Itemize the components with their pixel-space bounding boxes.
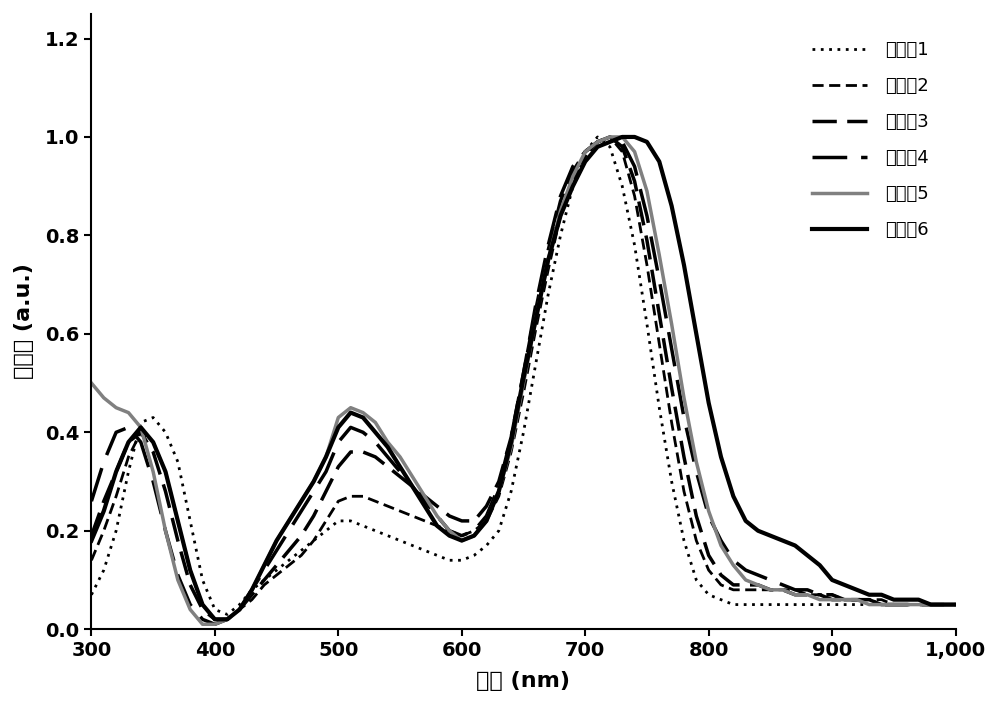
实施例3 bbox=[604, 133, 616, 141]
Line: 实施例1: 实施例1 bbox=[91, 137, 956, 615]
X-axis label: 波长 (nm): 波长 (nm) bbox=[476, 671, 570, 691]
实施例3 bbox=[925, 601, 937, 609]
实施例1 bbox=[888, 601, 900, 609]
实施例2 bbox=[85, 556, 97, 565]
Line: 实施例2: 实施例2 bbox=[91, 137, 956, 620]
实施例6 bbox=[925, 601, 937, 609]
实施例6 bbox=[221, 615, 233, 624]
实施例2 bbox=[517, 388, 529, 397]
实施例5 bbox=[197, 620, 209, 628]
实施例1 bbox=[629, 241, 641, 250]
实施例4 bbox=[209, 620, 221, 628]
Line: 实施例5: 实施例5 bbox=[91, 137, 956, 624]
实施例3 bbox=[110, 467, 122, 476]
实施例4 bbox=[925, 601, 937, 609]
实施例5 bbox=[517, 379, 529, 387]
实施例2 bbox=[110, 492, 122, 501]
实施例6 bbox=[517, 374, 529, 382]
实施例1 bbox=[925, 601, 937, 609]
实施例5 bbox=[925, 601, 937, 609]
Legend: 实施例1, 实施例2, 实施例3, 实施例4, 实施例5, 实施例6: 实施例1, 实施例2, 实施例3, 实施例4, 实施例5, 实施例6 bbox=[794, 23, 947, 257]
实施例4 bbox=[221, 615, 233, 624]
实施例3 bbox=[950, 601, 962, 609]
实施例1 bbox=[221, 611, 233, 619]
实施例3 bbox=[85, 532, 97, 540]
实施例5 bbox=[85, 379, 97, 387]
实施例5 bbox=[221, 615, 233, 624]
实施例4 bbox=[85, 497, 97, 505]
实施例1 bbox=[209, 606, 221, 614]
实施例1 bbox=[592, 133, 604, 141]
实施例2 bbox=[209, 615, 221, 624]
实施例1 bbox=[85, 591, 97, 599]
实施例4 bbox=[629, 162, 641, 171]
实施例2 bbox=[950, 601, 962, 609]
实施例6 bbox=[629, 133, 641, 141]
实施例3 bbox=[517, 369, 529, 377]
实施例4 bbox=[517, 369, 529, 377]
实施例2 bbox=[629, 192, 641, 200]
实施例1 bbox=[110, 527, 122, 535]
实施例4 bbox=[950, 601, 962, 609]
实施例6 bbox=[209, 615, 221, 624]
实施例3 bbox=[888, 601, 900, 609]
实施例6 bbox=[888, 596, 900, 604]
实施例4 bbox=[604, 133, 616, 141]
实施例6 bbox=[110, 467, 122, 476]
Y-axis label: 吸收度 (a.u.): 吸收度 (a.u.) bbox=[14, 264, 34, 379]
实施例5 bbox=[888, 601, 900, 609]
实施例4 bbox=[110, 428, 122, 436]
实施例5 bbox=[110, 403, 122, 412]
Line: 实施例6: 实施例6 bbox=[91, 137, 956, 620]
实施例4 bbox=[888, 601, 900, 609]
实施例5 bbox=[604, 133, 616, 141]
实施例1 bbox=[517, 428, 529, 436]
实施例3 bbox=[629, 177, 641, 185]
实施例6 bbox=[616, 133, 628, 141]
实施例2 bbox=[604, 133, 616, 141]
实施例6 bbox=[950, 601, 962, 609]
Line: 实施例3: 实施例3 bbox=[91, 137, 956, 620]
实施例2 bbox=[925, 601, 937, 609]
Line: 实施例4: 实施例4 bbox=[91, 137, 956, 624]
实施例2 bbox=[221, 615, 233, 624]
实施例3 bbox=[209, 615, 221, 624]
实施例6 bbox=[85, 537, 97, 545]
实施例1 bbox=[950, 601, 962, 609]
实施例5 bbox=[950, 601, 962, 609]
实施例5 bbox=[629, 147, 641, 156]
实施例2 bbox=[888, 601, 900, 609]
实施例3 bbox=[221, 615, 233, 624]
